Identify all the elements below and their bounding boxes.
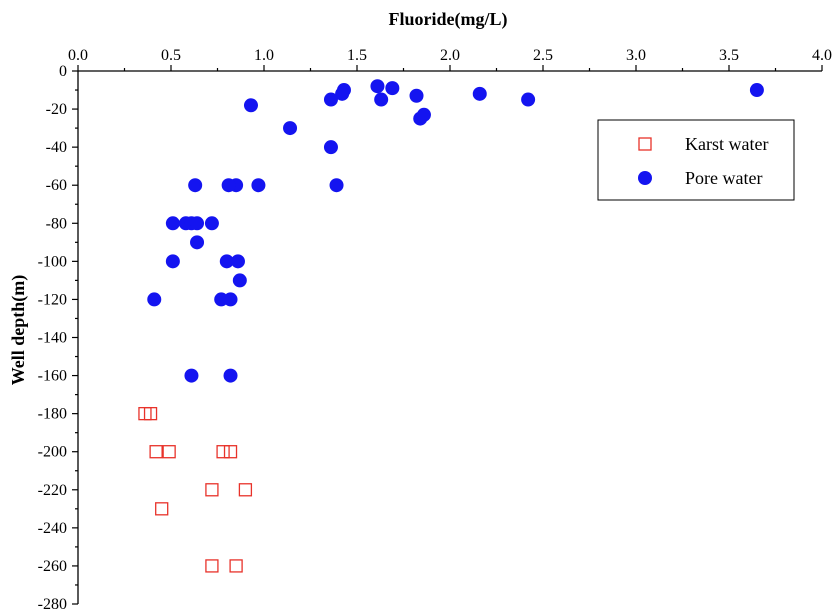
x-tick-label: 1.0 <box>254 47 274 64</box>
y-tick-label: -100 <box>38 253 67 270</box>
data-point <box>155 502 169 516</box>
data-point <box>190 235 205 250</box>
legend-marker <box>638 171 652 185</box>
data-point <box>472 86 487 101</box>
karst-water-series <box>138 406 253 573</box>
x-tick-label: 4.0 <box>812 47 832 64</box>
legend-label: Pore water <box>685 168 762 188</box>
data-point <box>238 483 253 497</box>
legend-box <box>597 119 795 201</box>
x-tick-label: 3.5 <box>719 47 739 64</box>
data-point <box>223 292 238 307</box>
y-tick-label: -80 <box>46 215 67 232</box>
x-tick-label: 0.0 <box>68 47 88 64</box>
y-tick-label: -180 <box>38 406 67 423</box>
data-point <box>243 98 258 113</box>
y-tick-label: -240 <box>38 520 67 537</box>
data-point <box>205 559 219 573</box>
data-point <box>205 483 219 497</box>
data-point <box>184 368 199 383</box>
data-points <box>138 79 764 573</box>
y-tick-label: -220 <box>38 482 67 499</box>
y-tick-label: -60 <box>46 177 67 194</box>
data-point <box>323 92 338 107</box>
data-point <box>188 178 203 193</box>
data-point <box>323 140 338 155</box>
y-tick-label: -280 <box>38 596 67 613</box>
data-point <box>216 445 230 459</box>
data-point <box>223 368 238 383</box>
data-point <box>143 406 158 421</box>
data-point <box>147 292 162 307</box>
data-point <box>335 86 350 101</box>
data-point <box>204 216 219 231</box>
y-tick-label: -160 <box>38 368 67 385</box>
data-point <box>329 178 344 193</box>
y-axis-title: Well depth(m) <box>8 275 29 386</box>
data-point <box>190 216 205 231</box>
pore-water-series <box>147 79 764 383</box>
data-point <box>251 178 266 193</box>
x-tick-label: 3.0 <box>626 47 646 64</box>
data-point <box>374 92 389 107</box>
data-point <box>219 254 234 269</box>
x-tick-label: 0.5 <box>161 47 181 64</box>
data-point <box>165 216 180 231</box>
x-axis-title: Fluoride(mg/L) <box>389 9 508 30</box>
data-point <box>521 92 536 107</box>
data-point <box>232 273 247 288</box>
y-tick-label: -260 <box>38 558 67 575</box>
data-point <box>230 254 245 269</box>
data-point <box>409 88 424 103</box>
legend-label: Karst water <box>685 134 768 154</box>
x-tick-label: 2.0 <box>440 47 460 64</box>
y-tick-label: -120 <box>38 291 67 308</box>
data-point <box>165 254 180 269</box>
data-point <box>413 111 428 126</box>
legend-marker <box>638 137 652 151</box>
data-point <box>149 445 163 459</box>
y-tick-label: 0 <box>59 63 67 80</box>
data-point <box>223 445 238 459</box>
data-point <box>370 79 385 94</box>
x-tick-label: 1.5 <box>347 47 367 64</box>
data-point <box>229 559 243 573</box>
legend: Karst water Pore water <box>597 119 795 201</box>
axes: 0.0 0.5 1.0 1.5 2.0 2.5 3.0 3.5 4.0 0 -20 -40 -60 -80… <box>38 47 832 613</box>
y-tick-label: -140 <box>38 330 67 347</box>
x-tick-label: 2.5 <box>533 47 553 64</box>
data-point <box>162 445 176 459</box>
y-tick-label: -200 <box>38 444 67 461</box>
y-tick-label: -40 <box>46 139 67 156</box>
y-tick-label: -20 <box>46 101 67 118</box>
data-point <box>283 121 298 136</box>
data-point <box>385 81 400 96</box>
data-point <box>221 178 236 193</box>
data-point <box>749 83 764 98</box>
